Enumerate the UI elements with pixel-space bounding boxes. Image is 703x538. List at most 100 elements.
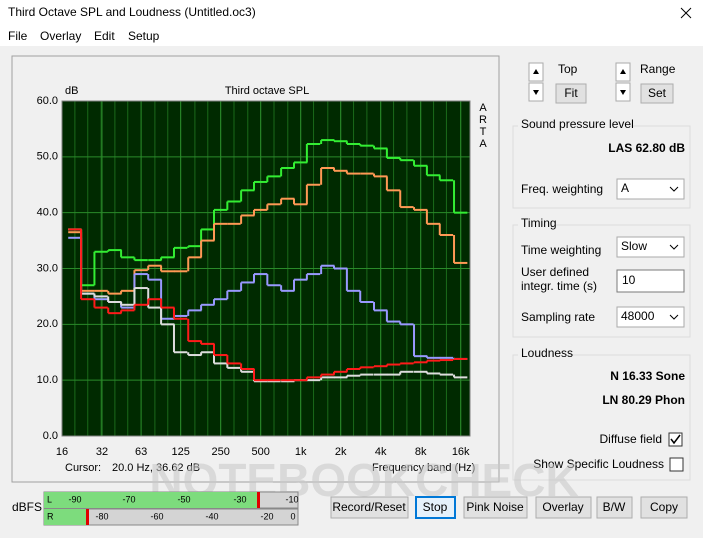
select-value: Slow (621, 239, 647, 253)
meter-r-level (44, 509, 86, 525)
check-icon (670, 434, 681, 445)
loudness-ln: LN 80.29 Phon (602, 393, 685, 407)
menu-item[interactable]: Setup (128, 29, 160, 43)
specific-checkbox[interactable] (669, 457, 684, 472)
select-value: A (621, 181, 629, 195)
x-tick-label: 2k (335, 446, 347, 458)
field-label: Time weighting (521, 243, 601, 257)
menu-item[interactable]: Overlay (40, 29, 81, 43)
meter-scale: -20 (260, 511, 273, 521)
meter-r-peak (86, 509, 89, 525)
window-title: Third Octave SPL and Loudness (Untitled.… (8, 5, 256, 19)
y-tick-label: 60.0 (37, 95, 58, 107)
x-tick-label: 4k (375, 446, 387, 458)
chevron-icon (669, 186, 679, 192)
meter-scale: -80 (95, 511, 108, 521)
meter-l-peak (257, 492, 260, 508)
close-button[interactable] (680, 7, 692, 19)
x-tick-label: 16 (56, 446, 68, 458)
fit-button[interactable] (555, 83, 587, 104)
group-label-bg (518, 119, 628, 132)
meter-scale: -70 (122, 494, 135, 504)
checkbox-label: Show Specific Loudness (533, 457, 664, 471)
group-label: Loudness (521, 346, 573, 360)
arrow-icon (620, 69, 626, 74)
button-label: B/W (603, 500, 626, 514)
x-tick-label: 250 (211, 446, 229, 458)
button-label: Overlay (542, 500, 583, 514)
meter-scale: -30 (233, 494, 246, 504)
button[interactable] (330, 496, 409, 519)
plot-frame (61, 100, 471, 437)
menu-bar (0, 28, 703, 46)
button[interactable] (415, 496, 456, 519)
x-tick-label: 500 (251, 446, 269, 458)
arrow-icon (533, 69, 539, 74)
weighting-select[interactable] (616, 178, 685, 200)
button[interactable] (640, 496, 688, 519)
cursor-label: Cursor: (65, 462, 101, 474)
meter-l-level (44, 492, 257, 508)
field-label: Sampling rate (521, 310, 595, 324)
meter-label: dBFS (12, 500, 42, 514)
y-tick-label: 0.0 (43, 430, 58, 442)
group-label-bg (518, 348, 568, 361)
group-label: Sound pressure level (521, 117, 634, 131)
chevron-icon (669, 314, 679, 320)
y-unit: dB (65, 85, 78, 97)
meter-channel: R (47, 511, 54, 521)
input-value: 10 (622, 273, 636, 287)
button[interactable] (463, 496, 528, 519)
set-button[interactable] (640, 83, 674, 104)
y-tick-label: 40.0 (37, 207, 58, 219)
title-bar (0, 0, 703, 28)
group-box (512, 354, 691, 481)
meter-scale: 0 (290, 511, 295, 521)
cursor-readout: 20.0 Hz, 36.62 dB (112, 462, 200, 474)
menu-item[interactable]: File (8, 29, 28, 43)
meter-scale: -50 (177, 494, 190, 504)
group-label-bg (518, 218, 556, 231)
button-label: Stop (423, 500, 448, 514)
meter-scale: -60 (150, 511, 163, 521)
y-tick-label: 50.0 (37, 151, 58, 163)
top-label: Top (558, 62, 578, 76)
field-label: Freq. weighting (521, 182, 603, 196)
x-tick-label: 125 (171, 446, 189, 458)
button-label: Record/Reset (332, 500, 406, 514)
chart (61, 100, 471, 437)
x-tick-label: 32 (96, 446, 108, 458)
side-label: ARTA (477, 102, 489, 150)
x-tick-label: 8k (415, 446, 427, 458)
meter-scale: -40 (205, 511, 218, 521)
sampling-select[interactable] (616, 306, 685, 328)
menu-item[interactable]: Edit (94, 29, 115, 43)
button-label: Pink Noise (466, 500, 524, 514)
button[interactable] (535, 496, 592, 519)
chevron-icon (669, 244, 679, 250)
field-label: integr. time (s) (521, 279, 597, 293)
spl-reading: LAS 62.80 dB (608, 141, 685, 155)
field-label: User defined (521, 265, 589, 279)
meter-scale: -90 (68, 494, 81, 504)
group-box (512, 224, 691, 338)
checkbox-label: Diffuse field (600, 432, 662, 446)
meter-channel: L (47, 494, 52, 504)
arrow-icon (533, 90, 539, 95)
button[interactable] (596, 496, 633, 519)
y-tick-label: 10.0 (37, 374, 58, 386)
time-weighting-select[interactable] (616, 236, 685, 258)
y-tick-label: 30.0 (37, 262, 58, 274)
x-tick-label: 63 (135, 446, 147, 458)
y-tick-label: 20.0 (37, 318, 58, 330)
chart-title: Third octave SPL (225, 85, 309, 97)
meter-scale: -10 (285, 494, 298, 504)
integr-time-input[interactable] (616, 269, 685, 293)
select-value: 48000 (621, 309, 655, 323)
range-label: Range (640, 62, 676, 76)
set-button-label: Set (648, 86, 667, 100)
loudness-n: N 16.33 Sone (610, 369, 685, 383)
x-axis-label: Frequency band (Hz) (372, 462, 475, 474)
x-tick-label: 16k (452, 446, 470, 458)
